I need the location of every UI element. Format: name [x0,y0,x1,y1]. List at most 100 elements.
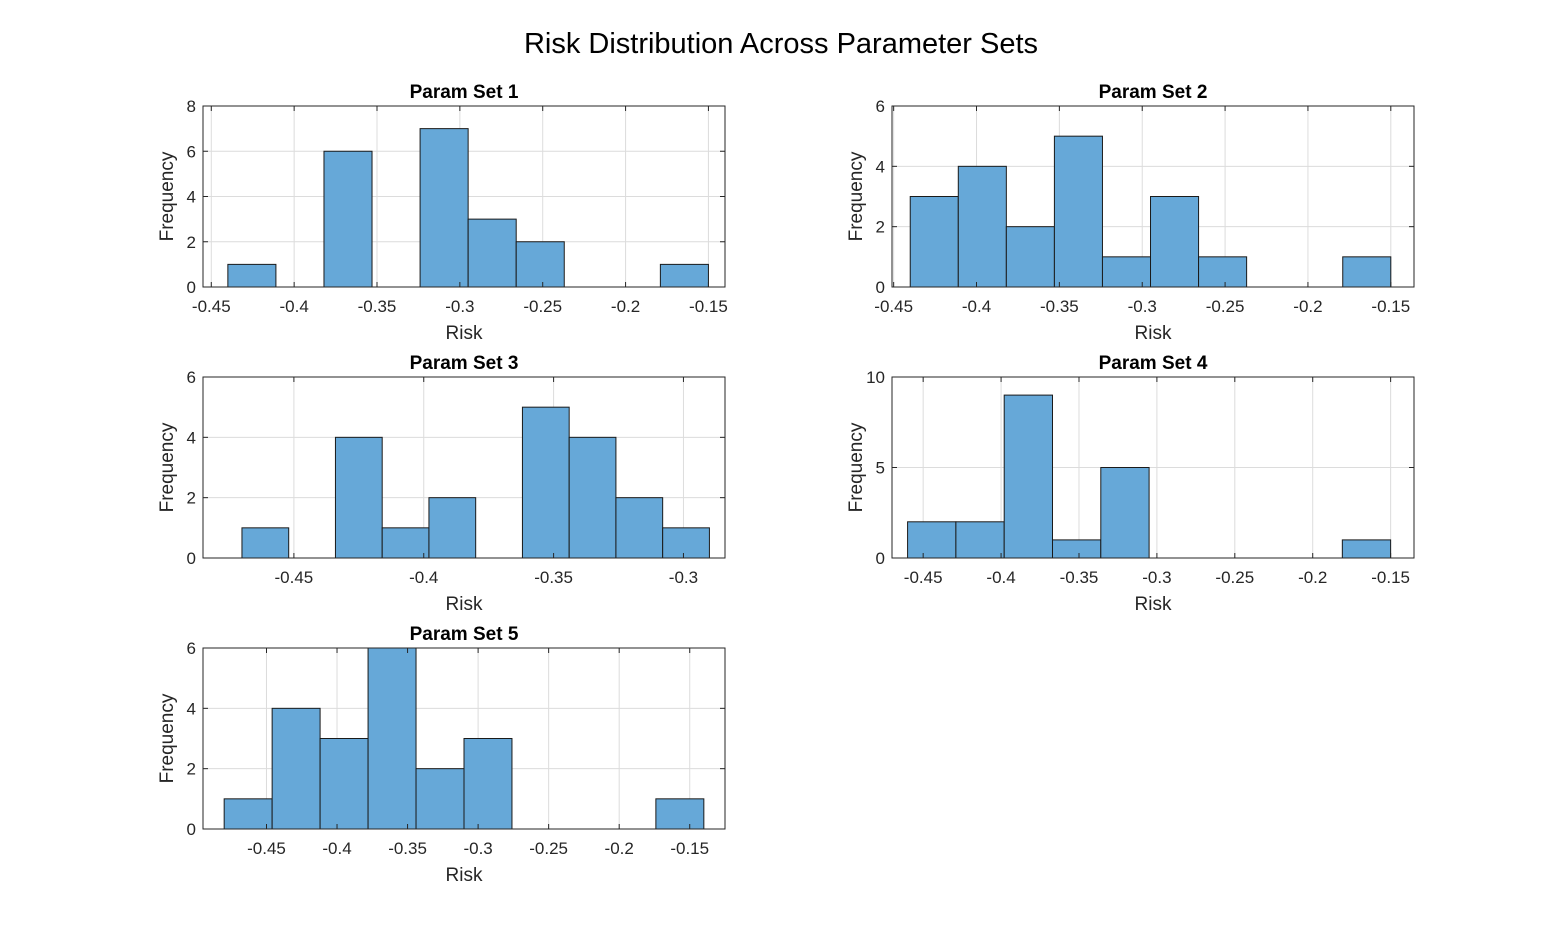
histogram-bars [907,394,1392,559]
histogram-bar [1100,467,1150,559]
x-tick-label: -0.35 [358,297,397,316]
y-tick-label: 0 [187,820,196,839]
histogram-bar [223,798,273,830]
histogram-bar [467,218,517,288]
subplot-title: Param Set 4 [1099,353,1208,374]
axes-frame [202,647,726,830]
x-tick-label: -0.2 [1293,297,1322,316]
histogram-bar [1150,196,1200,288]
x-tick-label: -0.15 [670,839,709,858]
y-tick-label: 5 [876,459,885,478]
y-tick-label: 4 [187,428,196,447]
x-tick-label: -0.3 [463,839,492,858]
x-tick-label: -0.25 [523,297,562,316]
y-axis-label: Frequency [846,151,867,241]
histogram-bar [521,406,570,559]
y-tick-label: 10 [866,368,885,387]
histogram-bar [323,150,373,288]
x-tick-label: -0.3 [669,568,698,587]
x-tick-label: -0.35 [388,839,427,858]
histogram-bar [655,798,705,830]
x-tick-label: -0.35 [1040,297,1079,316]
x-tick-label: -0.4 [322,839,351,858]
histogram-bar [1101,256,1152,288]
histogram-bars [227,128,709,288]
x-axis-label: Risk [446,865,483,886]
y-tick-label: 2 [876,218,885,237]
histogram-bar [271,707,321,830]
histogram-bar [463,738,513,830]
y-axis-label: Frequency [157,422,178,512]
y-tick-label: 0 [876,278,885,297]
x-tick-label: -0.3 [445,297,474,316]
x-tick-label: -0.2 [605,839,634,858]
histogram-bar [241,527,290,559]
x-tick-label: -0.35 [1060,568,1099,587]
histogram-bar [909,196,959,288]
subplot-param-set-5: -0.45 -0.4 -0.35 -0.3 -0.25 -0.2 -0.15 0 2 4 6 Para… [157,624,726,886]
histogram-bar [1053,135,1103,288]
subplot-title: Param Set 3 [410,353,519,374]
x-tick-label: -0.3 [1128,297,1157,316]
x-tick-label: -0.2 [1298,568,1327,587]
x-tick-label: -0.25 [529,839,568,858]
x-tick-label: -0.2 [611,297,640,316]
histogram-bar [1003,394,1053,559]
histogram-bars [223,647,705,830]
histogram-bar [957,165,1007,288]
histogram-bar [568,436,617,559]
subplot-title: Param Set 5 [410,624,519,645]
histogram-bar [367,647,417,830]
axes-frame [202,376,726,559]
x-axis-label: Risk [446,323,483,344]
x-axis-label: Risk [1135,594,1172,615]
histogram-bars [241,406,710,559]
x-tick-label: -0.4 [962,297,991,316]
histogram-bar [1342,256,1392,288]
x-tick-label: -0.15 [1371,297,1410,316]
histogram-bar [907,521,957,559]
subplot-title: Param Set 2 [1099,82,1208,103]
x-axis-label: Risk [1135,323,1172,344]
histogram-bar [381,527,430,559]
x-tick-label: -0.45 [247,839,286,858]
histogram-bar [659,263,709,288]
y-tick-label: 0 [187,549,196,568]
histogram-bar [1341,539,1392,559]
subplot-param-set-1: -0.45 -0.4 -0.35 -0.3 -0.25 -0.2 -0.15 0 2 4 6 8 Par… [157,82,728,344]
histogram-bar [419,128,469,288]
histogram-bar [1051,539,1102,559]
x-tick-label: -0.45 [192,297,231,316]
histogram-bar [515,241,565,288]
y-tick-label: 6 [187,368,196,387]
y-tick-label: 6 [187,142,196,161]
histogram-bar [415,768,465,830]
subplot-param-set-2: -0.45 -0.4 -0.35 -0.3 -0.25 -0.2 -0.15 0 2 4 6 Para… [846,82,1415,344]
histogram-bar [662,527,710,559]
histogram-bar [955,521,1005,559]
y-tick-label: 0 [187,278,196,297]
x-tick-label: -0.45 [874,297,913,316]
x-tick-label: -0.45 [904,568,943,587]
x-axis-label: Risk [446,594,483,615]
histogram-bar [227,263,277,288]
y-axis-label: Frequency [157,693,178,783]
y-tick-label: 2 [187,489,196,508]
subplot-title: Param Set 1 [410,82,519,103]
y-tick-label: 4 [187,188,196,207]
y-tick-label: 0 [876,549,885,568]
histogram-bar [1198,256,1248,288]
x-tick-label: -0.25 [1206,297,1245,316]
x-tick-label: -0.15 [689,297,728,316]
y-tick-label: 2 [187,760,196,779]
histogram-bar [334,436,383,559]
y-tick-label: 8 [187,97,196,116]
histogram-bar [615,497,664,559]
histogram-bar [428,497,477,559]
x-tick-label: -0.45 [275,568,314,587]
y-axis-label: Frequency [157,151,178,241]
y-tick-label: 6 [187,639,196,658]
histogram-bar [1005,226,1055,288]
figure-title: Risk Distribution Across Parameter Sets [524,28,1038,60]
